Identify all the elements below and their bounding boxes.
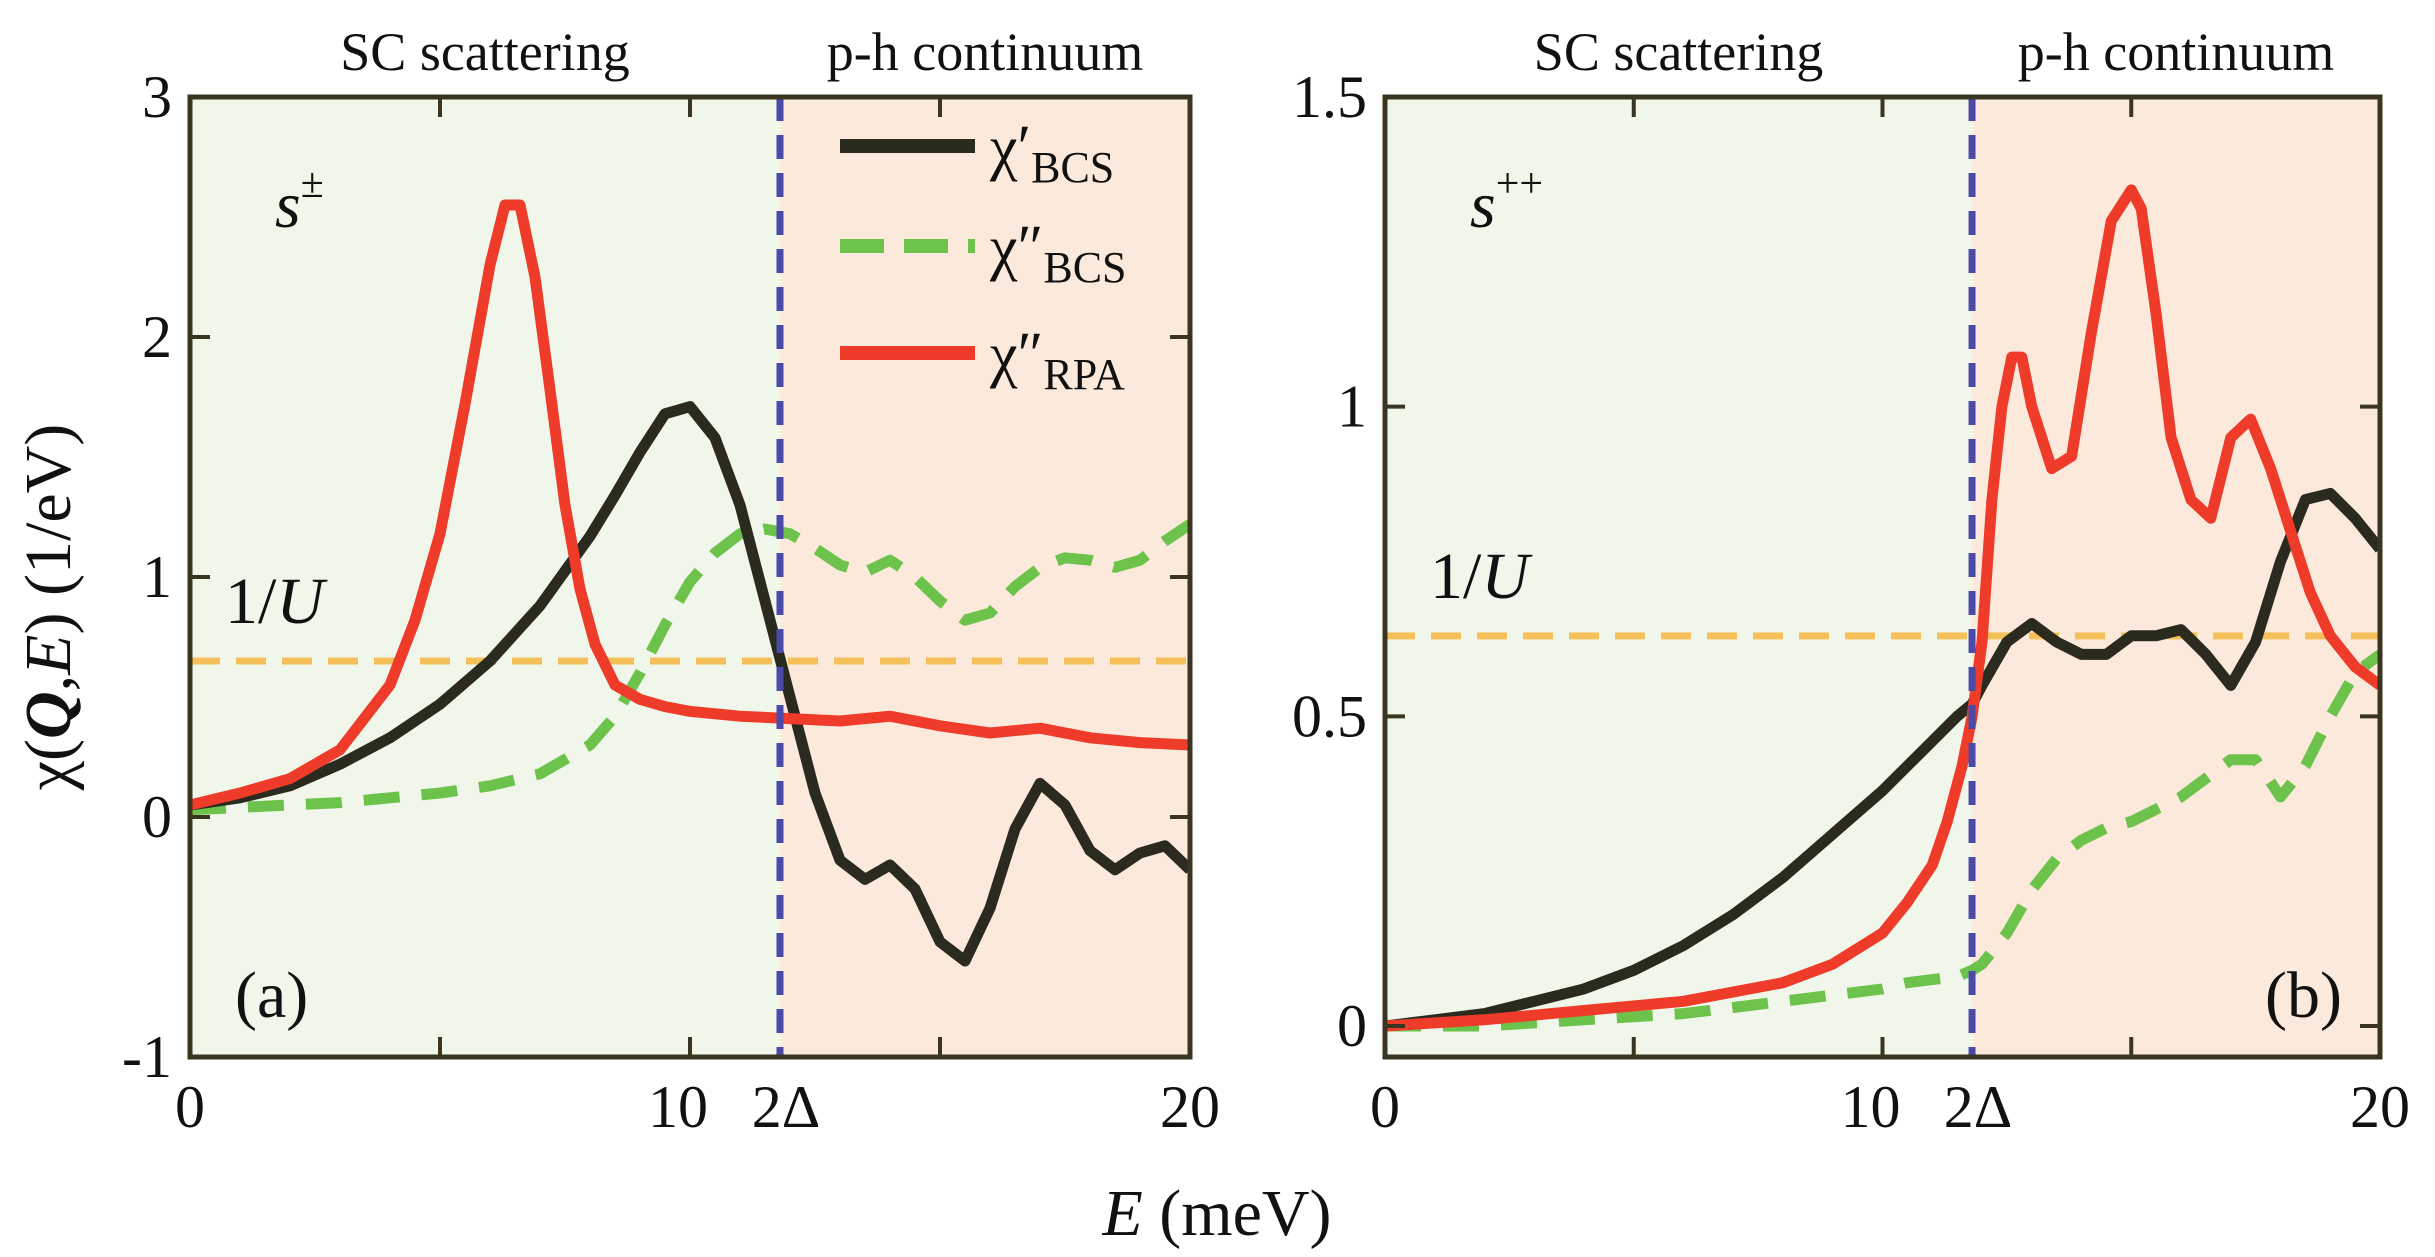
- region-label-sc: SC scattering: [340, 22, 629, 82]
- x-tick-label-2delta: 2Δ: [752, 1074, 821, 1140]
- y-tick-label: 3: [142, 64, 172, 130]
- y-tick-label: 0: [1337, 993, 1367, 1059]
- legend-item-0: χ′BCS: [840, 114, 1114, 192]
- x-tick-label: 10: [1841, 1074, 1901, 1140]
- y-axis-label: χ(Q,E) (1/eV): [12, 424, 85, 792]
- legend-label: χ″BCS: [989, 214, 1127, 292]
- panel-label: (a): [235, 959, 308, 1032]
- panel-b: SC scattering p-h continuum 1/U 0 0.5 1 1.5 0 10…: [1292, 22, 2410, 1140]
- legend: χ′BCS χ″BCS χ″RPA: [840, 114, 1127, 399]
- y-tick-label: 1: [142, 544, 172, 610]
- y-tick-label: 0: [142, 784, 172, 850]
- sc-scattering-region: [190, 97, 780, 1057]
- ph-continuum-region: [780, 97, 1190, 1057]
- chi-double-prime-rpa-curve: [1385, 184, 2380, 1032]
- region-label-sc: SC scattering: [1534, 22, 1823, 82]
- region-label-ph: p-h continuum: [827, 22, 1143, 82]
- sc-scattering-region: [1385, 97, 1973, 1057]
- y-tick-label: -1: [122, 1024, 172, 1090]
- chi-double-prime-bcs-curve: [190, 519, 1190, 816]
- y-tick-label: 2: [142, 304, 172, 370]
- x-tick-label-2delta: 2Δ: [1944, 1074, 2013, 1140]
- chi-prime-bcs-curve: [190, 401, 1190, 967]
- inverse-u-label: 1/U: [1430, 540, 1533, 613]
- legend-item-1: χ″BCS: [840, 214, 1127, 292]
- chi-double-prime-bcs-curve: [1385, 649, 2380, 1032]
- x-tick-label: 0: [1370, 1074, 1400, 1140]
- region-label-ph: p-h continuum: [2018, 22, 2334, 82]
- y-tick-label: 0.5: [1292, 683, 1367, 749]
- y-tick-label: 1.5: [1292, 64, 1367, 130]
- chi-prime-bcs-curve: [1385, 487, 2380, 1032]
- legend-label: χ″RPA: [989, 321, 1125, 399]
- chi-double-prime-rpa-curve: [190, 199, 1190, 811]
- x-tick-label: 20: [1160, 1074, 1220, 1140]
- symmetry-label: s++: [1470, 161, 1543, 242]
- legend-item-2: χ″RPA: [840, 321, 1125, 399]
- y-tick-label: 1: [1337, 374, 1367, 440]
- inverse-u-label: 1/U: [225, 565, 328, 638]
- x-tick-label: 0: [175, 1074, 205, 1140]
- x-tick-label: 20: [2350, 1074, 2410, 1140]
- x-axis-label: E (meV): [1101, 1177, 1331, 1250]
- x-tick-label: 10: [648, 1074, 708, 1140]
- panel-label: (b): [2265, 959, 2342, 1032]
- legend-label: χ′BCS: [989, 114, 1114, 192]
- symmetry-label: s±: [275, 161, 324, 242]
- ph-continuum-region: [1972, 97, 2380, 1057]
